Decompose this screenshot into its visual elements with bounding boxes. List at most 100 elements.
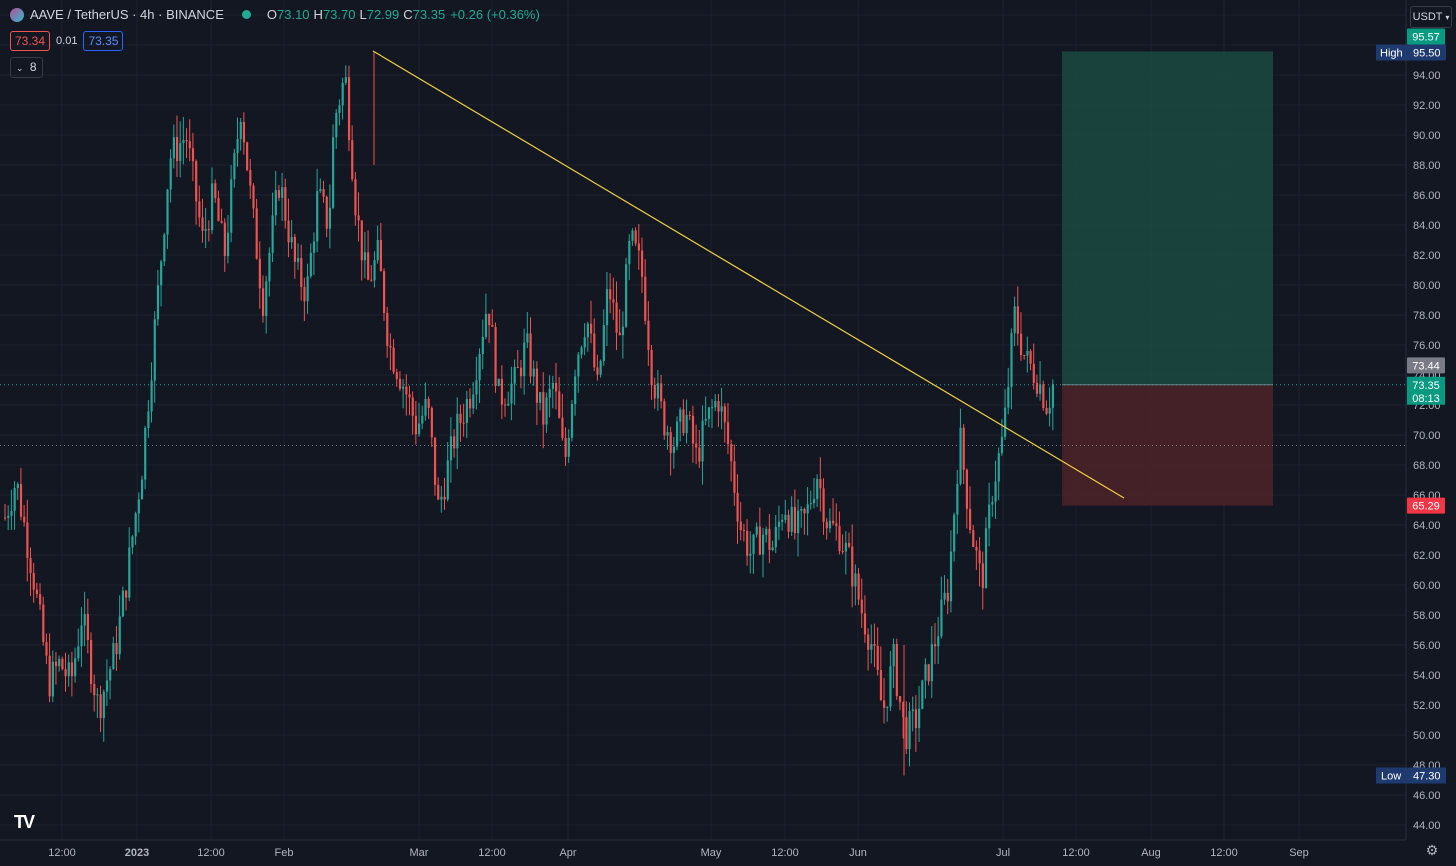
candle: [395, 368, 398, 387]
buy-button[interactable]: 73.35: [83, 31, 124, 51]
candle: [29, 547, 32, 596]
candle-body: [631, 230, 634, 241]
candle-body: [363, 252, 367, 261]
stop-price-tag: 65.29: [1407, 497, 1445, 514]
price-tick-label: 94.00: [1413, 70, 1441, 82]
candle-body: [277, 190, 281, 198]
candle: [1051, 379, 1054, 431]
candle: [54, 652, 58, 685]
candle: [676, 416, 679, 451]
candle-body: [335, 112, 338, 138]
candle-body: [402, 386, 405, 389]
currency-select[interactable]: USDT ▾: [1410, 6, 1452, 28]
candle-body: [214, 183, 217, 199]
candle-body: [207, 229, 211, 231]
candle-body: [121, 590, 125, 617]
candle-body: [500, 378, 504, 405]
candle: [650, 345, 653, 400]
candle-body: [239, 121, 242, 139]
candle: [459, 404, 462, 442]
candle-body: [427, 399, 430, 408]
candle-body: [749, 553, 752, 556]
candle-body: [58, 658, 61, 667]
candle-body: [790, 506, 793, 532]
candle-body: [736, 492, 739, 522]
candle: [959, 408, 962, 486]
candle: [13, 481, 16, 530]
candle: [876, 627, 879, 676]
candle-body: [54, 661, 58, 667]
candle: [214, 179, 217, 203]
candle-body: [854, 573, 857, 587]
candle: [927, 663, 930, 686]
candle-body: [437, 484, 440, 500]
candle-body: [188, 141, 191, 149]
candle: [688, 410, 691, 421]
candle-body: [886, 706, 889, 708]
candle: [389, 333, 392, 371]
target-price-tag-text: 95.57: [1412, 31, 1440, 43]
candle: [825, 518, 828, 540]
price-tick-label: 90.00: [1413, 130, 1441, 142]
gear-icon[interactable]: ⚙: [1425, 842, 1439, 858]
candle-body: [593, 333, 596, 368]
candle: [914, 695, 918, 752]
candle-body: [23, 516, 26, 523]
candle-body: [354, 179, 357, 216]
candle: [758, 507, 761, 556]
candle: [10, 489, 13, 530]
candle-body: [653, 385, 656, 399]
candle: [125, 590, 128, 611]
candle: [736, 474, 739, 544]
candle-body: [150, 380, 153, 412]
candle: [898, 695, 902, 711]
candle-body: [118, 616, 121, 655]
candle: [726, 403, 730, 455]
sell-button[interactable]: 73.34: [10, 31, 51, 51]
tradingview-logo-icon[interactable]: TV: [14, 812, 35, 832]
candle: [1013, 296, 1016, 347]
candle-body: [714, 401, 717, 408]
candle-body: [777, 521, 781, 527]
candle: [281, 173, 284, 221]
ohlc-low: 72.99: [366, 7, 400, 22]
candle: [746, 519, 749, 566]
candle-body: [930, 644, 933, 682]
candle-body: [943, 592, 946, 600]
candle-body: [42, 604, 45, 643]
symbol-title[interactable]: AAVE / TetherUS · 4h · BINANCE: [30, 7, 224, 22]
candle-body: [261, 288, 265, 316]
candle: [911, 696, 914, 732]
candle: [373, 251, 376, 288]
candle-body: [252, 185, 255, 209]
candle-body: [64, 669, 67, 677]
candle: [217, 190, 220, 222]
candle: [1035, 374, 1039, 398]
candle-body: [341, 82, 344, 106]
candle-body: [468, 399, 472, 409]
candle-body: [96, 694, 99, 696]
candle: [252, 183, 255, 219]
candle-body: [758, 526, 761, 555]
candle-body: [325, 196, 328, 229]
candle-body: [832, 520, 835, 524]
candle-body: [395, 372, 398, 379]
candle: [411, 391, 414, 435]
time-tick-label: Mar: [410, 847, 429, 859]
time-tick-label: 12:00: [478, 847, 506, 859]
candle: [446, 441, 449, 502]
indicators-toggle[interactable]: ⌄ 8: [10, 57, 43, 78]
candle: [969, 486, 972, 534]
candle-body: [650, 349, 653, 386]
candle: [988, 482, 991, 547]
low-tag-bg: [1376, 767, 1446, 784]
candle-body: [969, 508, 972, 530]
candle-body: [981, 563, 984, 589]
price-tick-label: 64.00: [1413, 520, 1441, 532]
candle-body: [236, 138, 239, 154]
candle: [290, 220, 293, 249]
candle-body: [1035, 382, 1039, 394]
candle: [131, 535, 134, 555]
